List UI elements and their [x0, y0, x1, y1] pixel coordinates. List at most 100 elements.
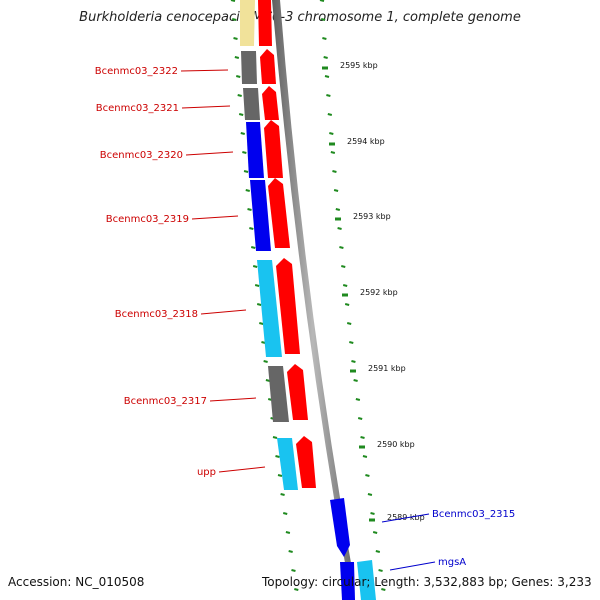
inner-guide-dash — [233, 37, 238, 40]
outer-guide-dash — [357, 417, 363, 420]
gene-arrow-red-8[interactable] — [296, 436, 316, 488]
gene-leader-line — [389, 561, 436, 571]
inner-guide-dash — [242, 151, 247, 154]
gene-arrow-red-5[interactable] — [268, 178, 290, 248]
inner-guide-dash — [243, 170, 249, 173]
gene-block-gray-3[interactable] — [268, 366, 289, 422]
inner-guide-dash — [236, 75, 241, 78]
inner-guide-dash — [282, 512, 288, 515]
gene-column-inner — [240, 0, 376, 600]
gene-label[interactable]: Bcenmc03_2319 — [106, 214, 189, 225]
gene-block-cyan-2[interactable] — [277, 438, 298, 490]
inner-guide-dash — [277, 474, 283, 477]
map-title: Burkholderia cenocepacia MC0-3 chromosom… — [79, 10, 521, 25]
gene-label[interactable]: Bcenmc03_2321 — [96, 103, 179, 114]
outer-guide-dash — [341, 265, 346, 268]
gene-arrow-red-3[interactable] — [262, 86, 279, 120]
gene-block-cyan-1[interactable] — [257, 260, 282, 357]
inner-guide-dash — [285, 531, 291, 534]
inner-guide-dash — [265, 379, 271, 382]
inner-guide-dash — [240, 132, 245, 135]
outer-guide-dash — [351, 360, 356, 363]
gene-block-blue-1[interactable] — [246, 122, 264, 178]
scale-tick-label: 2590 kbp — [377, 440, 415, 449]
inner-guide-dash — [249, 227, 254, 230]
inner-guide-dash — [250, 246, 256, 249]
gene-leader-line — [209, 397, 257, 402]
outer-guide-dash — [375, 550, 381, 553]
outer-guide-dash — [342, 284, 348, 287]
scale-ticks: 2595 kbp 2594 kbp 2593 kbp 2592 kbp 2591 kbp… — [322, 61, 425, 522]
outer-guide-dash — [330, 151, 336, 154]
inner-guide-dash — [231, 18, 237, 21]
inner-guide-dash — [238, 113, 244, 116]
gene-block-blue-4[interactable] — [340, 562, 355, 600]
gene-leader-line — [185, 151, 234, 156]
inner-guide-dash — [275, 455, 280, 458]
outer-guide-dash — [346, 322, 352, 325]
outer-guide-dash — [344, 303, 350, 306]
gene-label[interactable]: Bcenmc03_2320 — [100, 150, 183, 161]
outer-guide-dash — [329, 132, 334, 135]
inner-guide-dash — [294, 588, 299, 591]
gene-leader-line — [181, 105, 231, 109]
outer-guide-dash — [322, 37, 327, 40]
gene-block-blue-2[interactable] — [250, 180, 271, 251]
gene-arrow-red-1[interactable] — [258, 0, 272, 46]
outer-guide-dash — [355, 398, 361, 401]
gene-label[interactable]: upp — [197, 467, 216, 478]
gene-arrow-red-7[interactable] — [287, 364, 308, 420]
scale-tick-label: 2593 kbp — [353, 212, 391, 221]
outer-guide-dash — [327, 113, 333, 116]
outer-guide-dash — [326, 94, 331, 97]
outer-guide-dash — [353, 379, 358, 382]
outer-guide-dash — [381, 588, 386, 591]
tick-guides — [230, 0, 386, 591]
outer-guide-dash — [339, 246, 344, 249]
gene-label[interactable]: Bcenmc03_2318 — [115, 309, 198, 320]
outer-guide-dash — [349, 341, 354, 344]
outer-guide-dash — [323, 56, 328, 59]
inner-guide-dash — [247, 208, 252, 211]
scale-tick-label: 2595 kbp — [340, 61, 378, 70]
outer-guide-dash — [333, 189, 339, 192]
inner-guide-dash — [280, 493, 285, 496]
outer-guide-dash — [337, 227, 342, 230]
gene-block-gray-2[interactable] — [243, 88, 260, 120]
gene-arrow-red-4[interactable] — [264, 120, 283, 178]
gene-block-gray-1[interactable] — [241, 51, 257, 84]
inner-guide-dash — [256, 303, 262, 306]
scale-tick-label: 2594 kbp — [347, 137, 385, 146]
inner-guide-dash — [254, 284, 260, 287]
inner-guide-dash — [259, 322, 264, 325]
gene-label[interactable]: Bcenmc03_2322 — [95, 66, 178, 77]
outer-guide-dash — [372, 531, 378, 534]
outer-guide-dash — [362, 455, 368, 458]
chromosome-backbone — [272, 0, 354, 580]
inner-guide-dash — [230, 0, 236, 2]
outer-guide-dash — [324, 75, 330, 78]
gene-label[interactable]: mgsA — [438, 557, 466, 568]
gene-leader-line — [381, 513, 430, 523]
scale-tick-label: 2592 kbp — [360, 288, 398, 297]
outer-guide-dash — [332, 170, 337, 173]
gene-arrow-red-2[interactable] — [260, 49, 276, 84]
gene-arrow-red-6[interactable] — [276, 258, 300, 354]
gene-block-yellow[interactable] — [240, 0, 255, 46]
outer-guide-dash — [367, 493, 373, 496]
gene-label[interactable]: Bcenmc03_2315 — [432, 509, 515, 520]
gene-leader-line — [180, 69, 229, 72]
gene-leader-line — [200, 309, 247, 315]
gene-column-outer — [258, 0, 316, 488]
gene-block-blue-3[interactable] — [330, 498, 350, 557]
inner-guide-dash — [252, 265, 258, 268]
outer-guide-dash — [365, 474, 370, 477]
gene-labels: Bcenmc03_2322 Bcenmc03_2321 Bcenmc03_2320 B… — [95, 66, 515, 571]
accession-text: Accession: NC_010508 — [8, 575, 145, 589]
outer-guide-dash — [370, 512, 375, 515]
gene-block-cyan-3[interactable] — [357, 560, 376, 600]
gene-leader-line — [191, 215, 239, 220]
gene-leader-line — [218, 466, 266, 473]
gene-label[interactable]: Bcenmc03_2317 — [124, 396, 207, 407]
